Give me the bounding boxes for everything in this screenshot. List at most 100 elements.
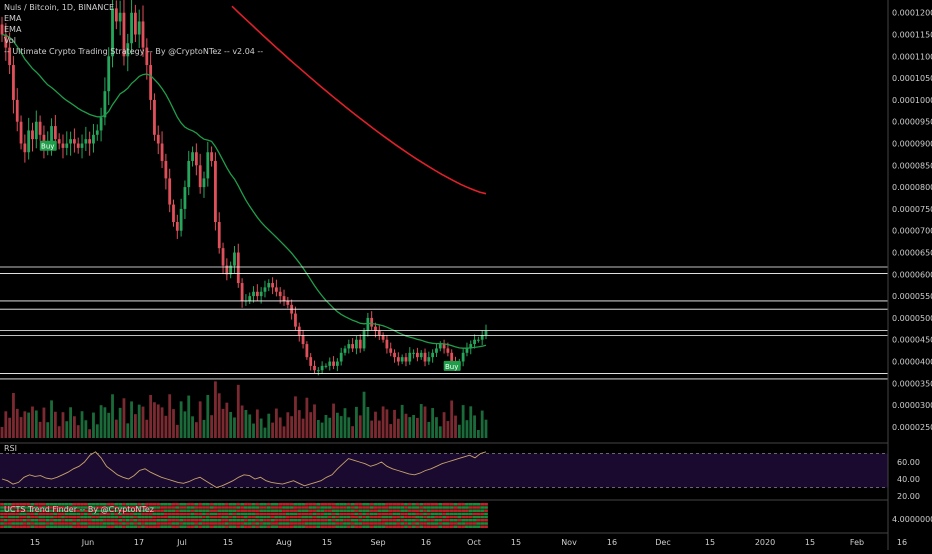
ucts-cell — [324, 522, 328, 525]
volume-bar — [442, 412, 446, 438]
ucts-cell — [38, 519, 43, 522]
volume-bar — [130, 401, 133, 438]
volume-bar — [153, 402, 156, 438]
ucts-cell — [411, 509, 416, 512]
ucts-cell — [95, 512, 100, 516]
ucts-cell — [194, 512, 199, 516]
ucts-cell — [232, 522, 237, 525]
ucts-cell — [19, 515, 23, 519]
ucts-cell — [148, 509, 153, 512]
ucts-cell — [53, 519, 58, 522]
ucts-cell — [156, 506, 161, 509]
price-tick-label: 0.00007500 — [892, 205, 932, 214]
ucts-cell — [156, 515, 161, 519]
ucts-cell — [76, 519, 81, 522]
ucts-cell — [49, 519, 54, 522]
ucts-cell — [285, 503, 290, 506]
ucts-cell — [30, 512, 35, 516]
ucts-cell — [476, 512, 481, 516]
ucts-cell — [476, 525, 481, 528]
candle-body — [103, 91, 107, 118]
ucts-cell — [22, 525, 27, 528]
ucts-cell — [312, 522, 317, 525]
ucts-cell — [247, 522, 252, 525]
ucts-cell — [324, 525, 328, 528]
volume-bar — [385, 409, 389, 438]
ucts-cell — [194, 522, 199, 525]
ucts-cell — [122, 522, 126, 525]
volume-bar — [290, 416, 294, 438]
candle-body — [229, 265, 233, 275]
ucts-cell — [244, 509, 248, 512]
ucts-cell — [224, 503, 229, 506]
ucts-cell — [304, 512, 309, 516]
ucts-cell — [282, 509, 286, 512]
volume-bar — [476, 430, 480, 438]
ucts-cell — [404, 512, 408, 516]
ucts-cell — [57, 503, 62, 506]
ucts-cell — [358, 525, 363, 528]
candle-body — [153, 99, 156, 135]
ucts-cell — [163, 509, 168, 512]
ucts-cell — [377, 512, 382, 516]
ucts-cell — [202, 522, 206, 525]
ucts-cell — [64, 509, 69, 512]
candle-body — [305, 344, 309, 358]
ucts-cell — [377, 522, 382, 525]
ucts-cell — [30, 506, 35, 509]
ucts-cell — [285, 512, 290, 516]
ucts-cell — [202, 512, 206, 516]
ucts-cell — [213, 506, 218, 509]
ucts-cell — [472, 506, 477, 509]
time-tick-label: Feb — [850, 538, 864, 547]
ucts-cell — [156, 525, 161, 528]
ucts-cell — [358, 506, 363, 509]
ucts-cell — [343, 512, 347, 516]
ucts-cell — [194, 525, 199, 528]
candle-body — [366, 317, 370, 331]
ucts-cell — [141, 506, 145, 509]
price-tick-label: 0.00010500 — [892, 74, 932, 83]
volume-bar — [294, 396, 297, 438]
ucts-cell — [358, 509, 363, 512]
candle-body — [99, 117, 103, 131]
ucts-cell — [354, 512, 359, 516]
volume-bar — [46, 422, 50, 438]
time-tick-label: 15 — [223, 538, 233, 547]
ucts-cell — [87, 506, 92, 509]
ucts-cell — [392, 519, 397, 522]
volume-bar — [252, 423, 255, 438]
volume-bar — [335, 412, 339, 438]
ucts-cell — [449, 506, 454, 509]
ucts-cell — [320, 522, 325, 525]
ucts-cell — [442, 525, 446, 528]
ucts-cell — [49, 509, 54, 512]
ucts-cell — [64, 525, 69, 528]
ucts-cell — [38, 506, 43, 509]
ucts-cell — [133, 519, 138, 522]
ucts-cell — [285, 506, 290, 509]
ucts-cell — [343, 509, 347, 512]
ucts-cell — [240, 503, 244, 506]
volume-bar — [69, 407, 72, 438]
ucts-cell — [125, 522, 130, 525]
ucts-cell — [453, 522, 458, 525]
ucts-cell — [198, 506, 203, 509]
volume-bar — [438, 426, 442, 438]
ucts-cell — [346, 503, 351, 506]
ucts-cell — [365, 512, 370, 516]
ucts-cell — [320, 525, 325, 528]
ucts-cell — [224, 506, 229, 509]
ucts-cell — [186, 519, 191, 522]
ucts-cell — [30, 522, 35, 525]
ucts-cell — [419, 503, 424, 506]
time-tick-label: Jun — [81, 538, 95, 547]
ucts-cell — [228, 509, 233, 512]
ucts-cell — [224, 509, 229, 512]
ucts-cell — [411, 515, 416, 519]
ucts-cell — [285, 515, 290, 519]
ucts-cell — [91, 515, 96, 519]
volume-bar — [431, 408, 435, 438]
ucts-cell — [240, 515, 244, 519]
ucts-cell — [259, 525, 264, 528]
